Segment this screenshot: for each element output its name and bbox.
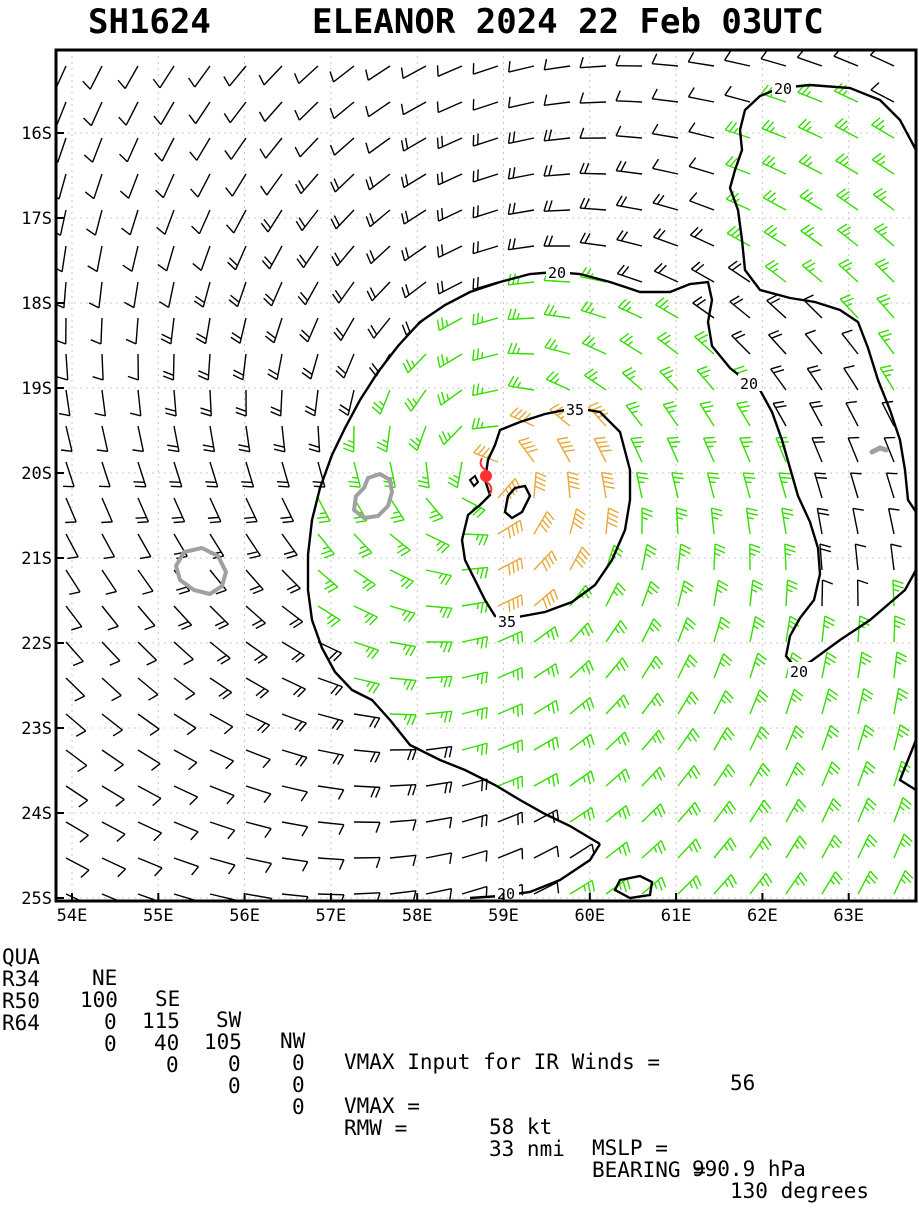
rmw-label: RMW = xyxy=(344,1118,407,1139)
lon-label: 62E xyxy=(747,906,778,926)
lon-label: 56E xyxy=(229,906,260,926)
rmw-value: 33 nmi xyxy=(489,1139,565,1160)
contour-label-35-s: 35 xyxy=(498,613,516,631)
vmax-input-label: VMAX Input for IR Winds = xyxy=(344,1052,660,1073)
mslp-label: MSLP = xyxy=(592,1138,668,1159)
bearing-label: BEARING = xyxy=(592,1160,706,1181)
lon-label: 61E xyxy=(661,906,692,926)
r64-row: R64 0 0 0 0 RMW = 33 nmi BEARING = 130 d… xyxy=(2,992,53,1223)
lat-label: 20S xyxy=(21,464,52,484)
r34-se: 115 xyxy=(142,1011,180,1032)
lon-label: 60E xyxy=(574,906,605,926)
lon-label: 57E xyxy=(316,906,347,926)
vmax-value: 58 kt xyxy=(489,1117,552,1138)
lon-label: 54E xyxy=(57,906,88,926)
nw-header: NW xyxy=(280,1031,305,1052)
r64-label: R64 xyxy=(2,1013,40,1034)
vmax-label: VMAX = xyxy=(344,1096,420,1117)
r64-nw: 0 xyxy=(292,1097,305,1118)
contour-label-20-e: 20 xyxy=(740,375,758,393)
contour-label-20-se: 20 xyxy=(790,663,808,681)
lat-label: 17S xyxy=(21,209,52,229)
mslp-value: 990.9 hPa xyxy=(692,1159,806,1180)
lat-label: 19S xyxy=(21,379,52,399)
info-panel: QUA NE SE SW NW VMAX Input for IR Winds … xyxy=(0,926,919,1014)
lat-label: 16S xyxy=(21,124,52,144)
r34-ne: 100 xyxy=(80,990,118,1011)
vmax-input-value: 56 xyxy=(730,1073,755,1094)
se-header: SE xyxy=(155,989,180,1010)
lat-label: 22S xyxy=(21,634,52,654)
r50-nw: 0 xyxy=(292,1075,305,1096)
r34-sw: 105 xyxy=(204,1032,242,1053)
sw-header: SW xyxy=(216,1010,241,1031)
r50-sw: 0 xyxy=(228,1054,241,1075)
contour-label-20-n: 20 xyxy=(548,264,566,282)
lon-label: 55E xyxy=(143,906,174,926)
lat-label: 21S xyxy=(21,549,52,569)
lat-label: 24S xyxy=(21,804,52,824)
r50-se: 40 xyxy=(154,1033,179,1054)
r64-sw: 0 xyxy=(228,1076,241,1097)
lon-label: 58E xyxy=(402,906,433,926)
lon-label: 63E xyxy=(833,906,864,926)
lat-label: 18S xyxy=(21,294,52,314)
r64-ne: 0 xyxy=(104,1034,117,1055)
lon-label: 59E xyxy=(488,906,519,926)
bearing-value: 130 degrees xyxy=(730,1181,869,1202)
r34-nw: 0 xyxy=(292,1053,305,1074)
lat-label: 25S xyxy=(21,889,52,909)
contour-label-35-n: 35 xyxy=(566,401,584,419)
lat-label: 23S xyxy=(21,719,52,739)
contour-label-20-ne: 20 xyxy=(774,80,792,98)
r64-se: 0 xyxy=(166,1055,179,1076)
ne-header: NE xyxy=(92,968,117,989)
r50-ne: 0 xyxy=(104,1012,117,1033)
